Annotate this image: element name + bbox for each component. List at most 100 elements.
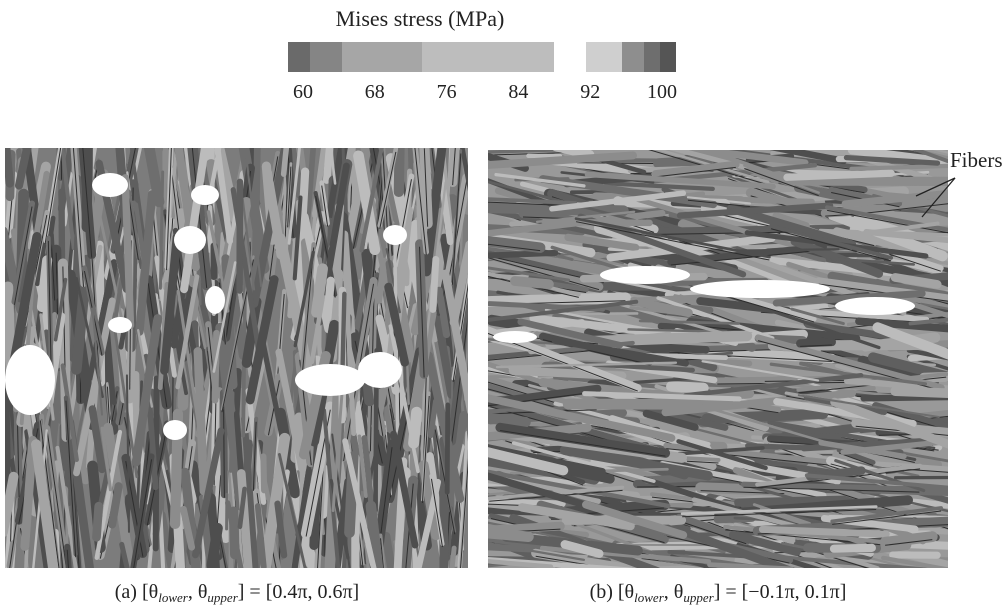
caption-sub: upper	[683, 590, 714, 605]
fiber	[125, 374, 131, 533]
fiber	[830, 506, 943, 524]
caption-sub: lower	[634, 590, 665, 605]
fiber	[53, 277, 68, 342]
caption-sub: upper	[207, 590, 238, 605]
caption-text: ] = [−0.1π, 0.1π]	[714, 581, 847, 603]
colorbar-band	[288, 42, 310, 72]
fiber	[321, 162, 350, 296]
fiber	[135, 190, 157, 336]
fiber-edge	[535, 555, 610, 568]
fiber	[206, 210, 230, 313]
fiber-edge	[832, 510, 942, 525]
fiber	[830, 397, 948, 449]
fiber	[449, 545, 457, 568]
fiber-edge	[128, 194, 139, 260]
fiber	[254, 503, 267, 568]
fiber	[584, 171, 776, 190]
fiber	[245, 153, 263, 288]
fiber-edge	[838, 452, 874, 466]
patch	[358, 352, 402, 388]
fiber	[206, 522, 223, 568]
caption-text: [θ	[618, 581, 634, 603]
fiber	[31, 439, 59, 568]
fiber	[488, 197, 578, 205]
patch	[5, 345, 55, 415]
fiber	[488, 412, 531, 428]
fiber	[60, 148, 76, 251]
fiber	[666, 381, 709, 394]
fiber	[14, 148, 32, 190]
fiber	[772, 212, 810, 230]
fiber	[225, 500, 244, 568]
fiber	[293, 250, 315, 348]
fiber	[488, 469, 671, 509]
fiber-edge	[500, 429, 666, 457]
fiber-edge	[317, 457, 325, 568]
fiber	[676, 202, 834, 219]
fiber	[509, 276, 554, 290]
fiber	[539, 545, 712, 564]
fiber	[385, 248, 401, 314]
fiber	[488, 151, 638, 169]
fiber	[280, 148, 290, 177]
fiber	[606, 234, 776, 262]
fiber	[893, 475, 948, 480]
fiber-edge	[50, 237, 56, 301]
fiber	[180, 505, 196, 551]
patch	[600, 266, 690, 284]
fiber	[291, 468, 313, 568]
fiber	[758, 525, 890, 538]
fiber	[845, 221, 940, 238]
fiber-edge	[682, 509, 877, 518]
fiber	[772, 290, 926, 307]
caption: (b) [θlower, θupper] = [−0.1π, 0.1π]	[590, 581, 847, 605]
colorbar-band	[422, 42, 554, 72]
fiber	[245, 275, 279, 405]
fiber-edge	[252, 421, 257, 491]
fiber	[560, 499, 670, 518]
caption: (a) [θlower, θupper] = [0.4π, 0.6π]	[115, 581, 359, 605]
fiber	[734, 495, 857, 507]
fiber	[326, 148, 348, 218]
fiber	[5, 471, 19, 537]
fiber	[180, 148, 209, 294]
fiber	[73, 297, 116, 477]
fiber	[629, 296, 693, 318]
stress-map-b	[488, 150, 948, 568]
fiber	[495, 361, 678, 369]
fiber-edge	[46, 430, 67, 568]
fiber-edge	[488, 350, 590, 361]
patch	[835, 297, 915, 315]
fiber	[88, 405, 106, 474]
patch	[92, 173, 128, 197]
fiber-edge	[451, 153, 462, 285]
fiber	[331, 391, 344, 513]
fiber	[851, 488, 948, 513]
fiber	[241, 197, 256, 291]
fiber-edge	[421, 395, 430, 503]
fiber	[444, 402, 451, 495]
fiber	[849, 163, 948, 171]
fiber	[119, 541, 130, 568]
fiber	[488, 423, 592, 441]
fiber	[36, 255, 53, 313]
arrow	[921, 177, 956, 218]
fiber	[241, 439, 254, 491]
fiber	[830, 257, 916, 266]
fiber	[488, 266, 571, 282]
fiber	[828, 514, 948, 518]
fiber	[294, 167, 310, 301]
fiber	[691, 497, 798, 529]
fiber	[443, 173, 468, 288]
fiber	[405, 329, 410, 406]
fiber-edge	[111, 391, 118, 422]
fiber	[871, 402, 948, 432]
fiber	[740, 481, 922, 492]
fiber-edge	[166, 148, 172, 271]
fiber-edge	[800, 344, 832, 347]
patch	[690, 280, 830, 298]
fiber	[860, 260, 948, 285]
fiber	[195, 305, 207, 350]
fiber	[676, 526, 795, 568]
fiber-edge	[488, 257, 600, 291]
